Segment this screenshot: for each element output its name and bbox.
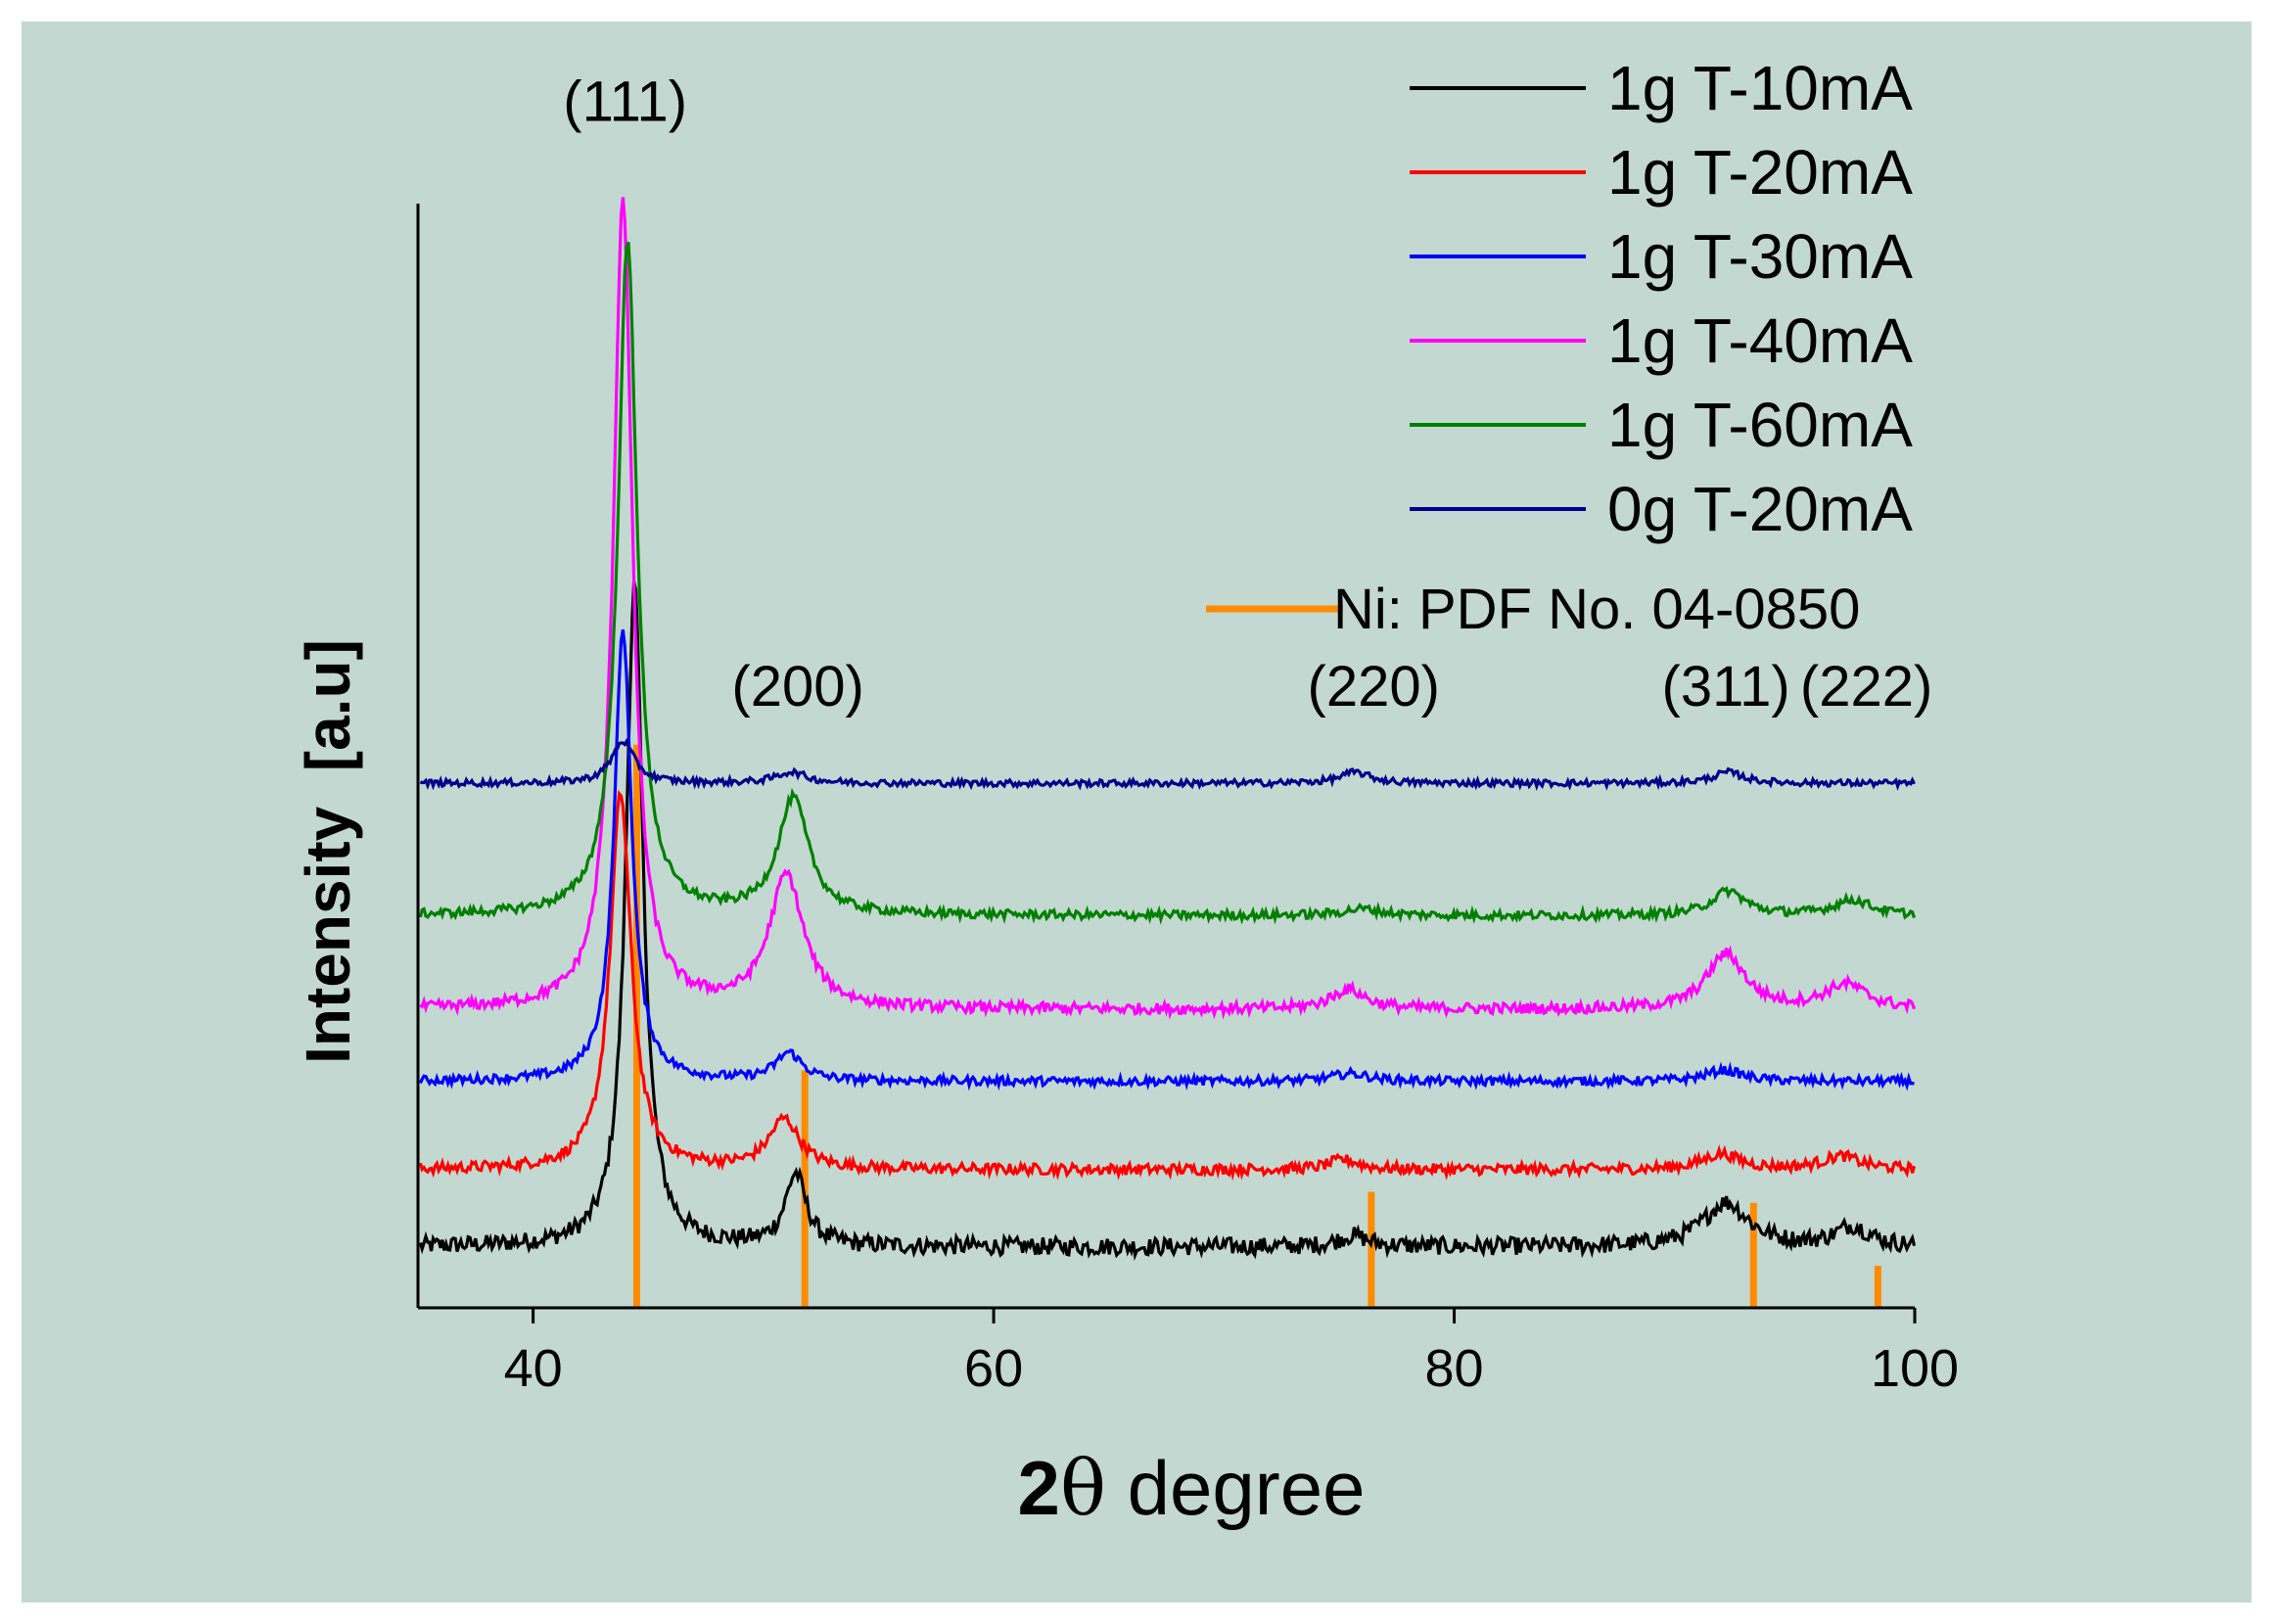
legend-label-6: 0g T-20mA xyxy=(1607,474,1913,544)
series-lines xyxy=(418,197,1917,1262)
x-tick-label-3: 80 xyxy=(1424,1339,1483,1398)
legend-label-2: 1g T-20mA xyxy=(1607,137,1913,208)
peak-label-3: (220) xyxy=(1308,655,1440,719)
x-tick-label-2: 60 xyxy=(964,1339,1023,1398)
legend: 1g T-10mA 1g T-20mA 1g T-30mA 1g T-40mA 1g T… xyxy=(1206,53,1913,641)
peak-label-2: (200) xyxy=(731,655,863,719)
x-tick-label-4: 100 xyxy=(1871,1339,1959,1398)
x-axis-label-suffix: degree xyxy=(1106,1445,1366,1531)
series-line-5 xyxy=(418,241,1917,925)
y-axis-label: Intensity [a.u] xyxy=(293,639,363,1064)
x-axis-label: 2θ degree xyxy=(1018,1445,1366,1533)
x-tick-label-1: 40 xyxy=(504,1339,563,1398)
x-axis-label-prefix: 2 xyxy=(1018,1445,1060,1531)
series-line-3 xyxy=(418,628,1915,1091)
axes xyxy=(416,204,1915,1310)
legend-label-reference: Ni: PDF No. 04-0850 xyxy=(1333,578,1860,641)
legend-label-5: 1g T-60mA xyxy=(1607,390,1913,460)
series-line-6 xyxy=(419,737,1916,792)
peak-label-5: (222) xyxy=(1800,655,1932,719)
figure-panel: 40 60 80 100 (111) (200) (220) (311) (222) 1g T… xyxy=(22,22,2251,1602)
legend-label-1: 1g T-10mA xyxy=(1607,53,1913,123)
series-line-4 xyxy=(419,197,1917,1020)
x-ticks: 40 60 80 100 xyxy=(504,1308,1959,1398)
peak-label-4: (311) xyxy=(1662,655,1790,719)
x-axis-label-symbol: θ xyxy=(1060,1445,1106,1533)
legend-label-3: 1g T-30mA xyxy=(1607,221,1913,292)
series-line-1 xyxy=(418,580,1917,1262)
peak-label-1: (111) xyxy=(563,70,687,133)
xrd-chart: 40 60 80 100 (111) (200) (220) (311) (222) 1g T… xyxy=(293,53,1959,1533)
series-line-2 xyxy=(418,789,1917,1182)
legend-label-4: 1g T-40mA xyxy=(1607,305,1913,376)
peak-labels: (111) (200) (220) (311) (222) xyxy=(563,70,1932,719)
